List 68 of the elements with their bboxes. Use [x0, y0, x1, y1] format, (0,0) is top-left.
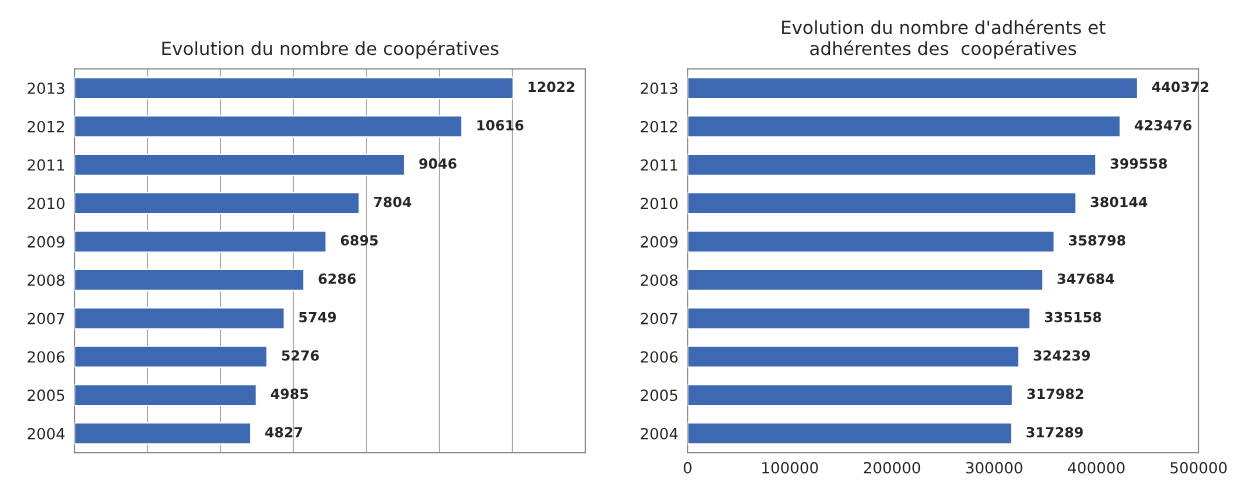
bar	[74, 230, 327, 253]
x-tick-label: 300000	[966, 461, 1023, 474]
y-tick-label: 2012	[27, 120, 64, 133]
data-label: 399558	[1110, 158, 1167, 169]
bar	[687, 76, 1139, 100]
y-tick-label: 2006	[27, 351, 65, 363]
chart-title: Evolution du nombre d'adhérents et adhérentes des coopératives	[782, 19, 1106, 59]
data-label: 324239	[1033, 350, 1090, 361]
data-label: 4985	[270, 388, 309, 400]
y-tick-label: 2011	[27, 159, 65, 171]
data-label: 335158	[1044, 311, 1102, 323]
y-tick-label: 2010	[27, 197, 65, 210]
data-label: 317982	[1027, 388, 1084, 400]
y-tick-label: 2013	[27, 82, 65, 95]
data-label: 5276	[282, 350, 319, 361]
data-label: 6895	[340, 235, 378, 246]
bar	[687, 115, 1122, 138]
data-label: 9046	[419, 158, 457, 169]
y-tick-label: 2004	[27, 427, 65, 440]
y-tick-label: 2012	[640, 120, 678, 133]
bar	[74, 422, 252, 445]
x-tick-label: 100000	[762, 461, 818, 474]
y-tick-label: 2011	[640, 159, 678, 171]
bar	[687, 383, 1014, 407]
data-label: 12022	[528, 81, 575, 93]
chart-title: Evolution du nombre de coopératives	[162, 40, 499, 59]
y-tick-label: 2008	[640, 274, 678, 286]
data-label: 10616	[477, 119, 524, 131]
bar	[74, 268, 305, 292]
y-tick-label: 2006	[640, 351, 678, 363]
data-label: 423476	[1134, 119, 1192, 131]
x-tick-label: 500000	[1170, 461, 1227, 474]
data-label: 347684	[1057, 273, 1115, 284]
bar	[74, 307, 286, 330]
bar	[74, 153, 406, 177]
bar	[687, 191, 1077, 215]
y-tick-label: 2008	[27, 274, 65, 286]
y-tick-label: 2005	[640, 389, 678, 402]
y-tick-label: 2013	[640, 82, 678, 95]
bar	[687, 307, 1031, 330]
y-tick-label: 2007	[640, 312, 678, 325]
bar	[687, 268, 1044, 292]
x-tick-label: 400000	[1067, 461, 1125, 474]
y-tick-label: 2009	[640, 236, 678, 248]
y-tick-label: 2005	[27, 389, 65, 402]
bar	[687, 345, 1020, 368]
data-label: 358798	[1069, 235, 1126, 246]
data-label: 380144	[1090, 196, 1148, 208]
bar	[687, 422, 1013, 445]
bar	[74, 191, 361, 215]
bar	[687, 230, 1055, 253]
x-tick-label: 0	[683, 461, 692, 474]
y-tick-label: 2007	[27, 312, 65, 325]
data-label: 6286	[318, 273, 356, 284]
y-tick-label: 2004	[640, 427, 678, 440]
x-tick-label: 200000	[863, 461, 921, 474]
bar	[74, 383, 258, 407]
data-label: 317289	[1026, 426, 1083, 438]
bar	[74, 115, 463, 138]
bar	[74, 345, 268, 368]
data-label: 4827	[265, 426, 303, 438]
y-tick-label: 2009	[27, 236, 65, 248]
bar	[687, 153, 1097, 177]
data-label: 5749	[299, 311, 336, 323]
data-label: 440372	[1152, 81, 1209, 93]
bar	[74, 76, 514, 100]
data-label: 7804	[374, 196, 412, 208]
y-tick-label: 2010	[640, 197, 678, 210]
